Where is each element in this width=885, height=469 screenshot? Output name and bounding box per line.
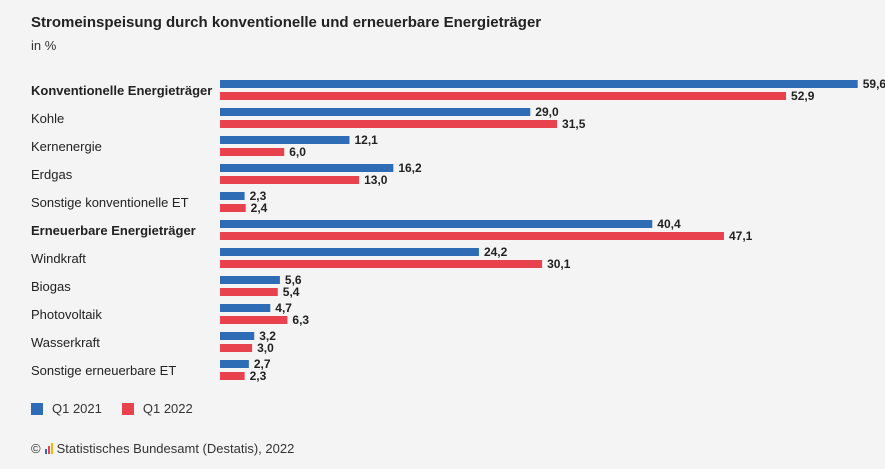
value-label-windkraft-q1-2022: 30,1 <box>547 257 571 271</box>
bar-chart: Konventionelle Energieträger 59,6 52,9 Kohl… <box>31 77 885 383</box>
value-label-sonstige-erneuerbare-et-q1-2022: 2,3 <box>250 369 267 383</box>
category-label-erneuerbare-energietraeger: Erneuerbare Energieträger <box>31 223 196 238</box>
value-label-kohle-q1-2022: 31,5 <box>562 117 586 131</box>
bar-wasserkraft-q1-2022[interactable] <box>220 344 253 352</box>
bar-erneuerbare-energietraeger-q1-2021[interactable] <box>220 220 653 228</box>
bar-kohle-q1-2021[interactable] <box>220 108 531 116</box>
bar-sonstige-erneuerbare-et-q1-2022[interactable] <box>220 372 245 380</box>
legend-swatch-q1-2021 <box>31 402 43 415</box>
legend-label-q1-2022: Q1 2022 <box>142 401 193 416</box>
value-label-sonstige-erneuerbare-et-q1-2021: 2,7 <box>254 357 271 371</box>
value-label-kohle-q1-2021: 29,0 <box>535 105 559 119</box>
bar-kernenergie-q1-2021[interactable] <box>220 136 350 144</box>
value-label-sonstige-konventionelle-et-q1-2022: 2,4 <box>251 201 268 215</box>
value-label-windkraft-q1-2021: 24,2 <box>484 245 508 259</box>
value-label-sonstige-konventionelle-et-q1-2021: 2,3 <box>250 189 267 203</box>
category-label-kernenergie: Kernenergie <box>31 139 102 154</box>
bar-erdgas-q1-2021[interactable] <box>220 164 394 172</box>
destatis-logo-icon <box>44 443 53 454</box>
value-label-wasserkraft-q1-2021: 3,2 <box>259 329 276 343</box>
bar-konventionelle-energietraeger-q1-2022[interactable] <box>220 92 787 100</box>
bar-photovoltaik-q1-2021[interactable] <box>220 304 271 312</box>
source-note: © Statistisches Bundesamt (Destatis), 20… <box>31 441 294 456</box>
value-label-biogas-q1-2021: 5,6 <box>285 273 302 287</box>
bar-sonstige-erneuerbare-et-q1-2021[interactable] <box>220 360 249 368</box>
legend-item-q1-2021[interactable]: Q1 2021 <box>31 401 102 416</box>
value-label-photovoltaik-q1-2022: 6,3 <box>292 313 309 327</box>
legend-label-q1-2021: Q1 2021 <box>52 401 102 416</box>
category-label-wasserkraft: Wasserkraft <box>31 335 100 350</box>
value-label-erneuerbare-energietraeger-q1-2022: 47,1 <box>729 229 753 243</box>
source-text: Statistisches Bundesamt (Destatis), 2022 <box>56 441 295 456</box>
value-label-erdgas-q1-2021: 16,2 <box>398 161 422 175</box>
value-label-biogas-q1-2022: 5,4 <box>283 285 300 299</box>
chart-subtitle: in % <box>31 38 57 53</box>
bar-wasserkraft-q1-2021[interactable] <box>220 332 255 340</box>
value-label-kernenergie-q1-2022: 6,0 <box>289 145 306 159</box>
bar-biogas-q1-2022[interactable] <box>220 288 278 296</box>
category-label-sonstige-konventionelle-et: Sonstige konventionelle ET <box>31 195 189 210</box>
value-label-photovoltaik-q1-2021: 4,7 <box>275 301 292 315</box>
value-label-wasserkraft-q1-2022: 3,0 <box>257 341 274 355</box>
copyright-symbol: © <box>31 441 41 456</box>
legend-swatch-q1-2022 <box>121 402 134 415</box>
category-label-windkraft: Windkraft <box>31 251 86 266</box>
chart-title: Stromeinspeisung durch konventionelle un… <box>31 14 542 31</box>
bar-windkraft-q1-2022[interactable] <box>220 260 543 268</box>
bar-sonstige-konventionelle-et-q1-2022[interactable] <box>220 204 246 212</box>
bar-erdgas-q1-2022[interactable] <box>220 176 360 184</box>
category-label-erdgas: Erdgas <box>31 167 73 182</box>
bar-windkraft-q1-2021[interactable] <box>220 248 479 256</box>
bar-kohle-q1-2022[interactable] <box>220 120 558 128</box>
bar-konventionelle-energietraeger-q1-2021[interactable] <box>220 80 858 88</box>
legend-item-q1-2022[interactable]: Q1 2022 <box>121 401 193 416</box>
value-label-konventionelle-energietraeger-q1-2021: 59,6 <box>863 77 885 91</box>
value-label-erneuerbare-energietraeger-q1-2021: 40,4 <box>657 217 681 231</box>
value-label-konventionelle-energietraeger-q1-2022: 52,9 <box>791 89 815 103</box>
category-label-sonstige-erneuerbare-et: Sonstige erneuerbare ET <box>31 363 176 378</box>
bar-sonstige-konventionelle-et-q1-2021[interactable] <box>220 192 245 200</box>
bar-erneuerbare-energietraeger-q1-2022[interactable] <box>220 232 724 240</box>
bar-photovoltaik-q1-2022[interactable] <box>220 316 288 324</box>
bar-kernenergie-q1-2022[interactable] <box>220 148 285 156</box>
value-label-kernenergie-q1-2021: 12,1 <box>354 133 378 147</box>
bar-biogas-q1-2021[interactable] <box>220 276 280 284</box>
legend: Q1 2021 Q1 2022 <box>31 401 213 416</box>
category-label-konventionelle-energietraeger: Konventionelle Energieträger <box>31 83 212 98</box>
category-label-biogas: Biogas <box>31 279 71 294</box>
category-label-photovoltaik: Photovoltaik <box>31 307 102 322</box>
category-label-kohle: Kohle <box>31 111 64 126</box>
value-label-erdgas-q1-2022: 13,0 <box>364 173 388 187</box>
